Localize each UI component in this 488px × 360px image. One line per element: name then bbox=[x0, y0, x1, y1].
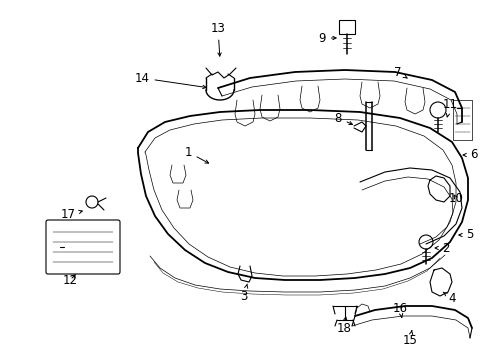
Text: 1: 1 bbox=[184, 145, 208, 163]
Text: 2: 2 bbox=[434, 242, 449, 255]
Text: 18: 18 bbox=[336, 317, 351, 334]
Text: 11: 11 bbox=[442, 98, 457, 117]
Text: 3: 3 bbox=[240, 284, 247, 302]
Text: 15: 15 bbox=[402, 330, 417, 346]
Text: 7: 7 bbox=[393, 66, 406, 78]
Text: 6: 6 bbox=[462, 148, 477, 162]
Text: 16: 16 bbox=[392, 302, 407, 318]
Text: 10: 10 bbox=[447, 192, 463, 204]
Text: 9: 9 bbox=[318, 31, 335, 45]
Text: 5: 5 bbox=[458, 229, 473, 242]
Text: 14: 14 bbox=[134, 72, 206, 89]
Text: 4: 4 bbox=[442, 292, 455, 305]
Bar bbox=[338, 20, 354, 34]
Text: 17: 17 bbox=[61, 208, 82, 221]
Text: 8: 8 bbox=[334, 112, 352, 125]
Text: 12: 12 bbox=[62, 274, 77, 287]
Text: 13: 13 bbox=[210, 22, 225, 56]
